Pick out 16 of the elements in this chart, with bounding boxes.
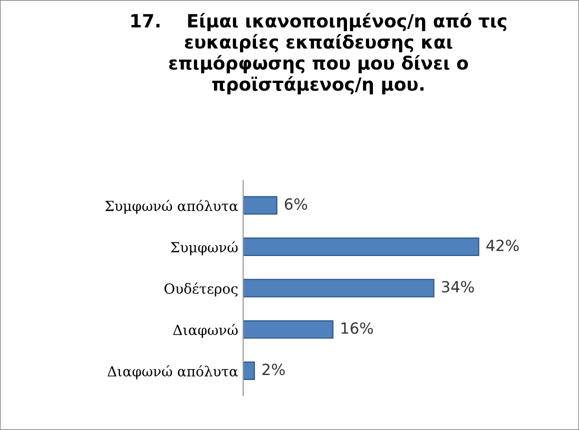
data-label: 16% xyxy=(342,322,373,334)
data-label: 34% xyxy=(442,280,474,293)
bar xyxy=(243,278,434,298)
y-tick-label: Συμφωνώ απόλυτα xyxy=(105,200,238,214)
bar xyxy=(243,320,334,339)
bar xyxy=(243,238,480,256)
chart-title: 17. Είμαι ικανοποιημένος/η από τις ευκαιρίες εκπαίδευσης και επιμόρφωσης που μου δίνει ο προϊστάμενος/η μου. xyxy=(131,12,506,94)
data-label: 42% xyxy=(486,240,519,252)
bar xyxy=(243,362,255,380)
data-label: 6% xyxy=(284,198,308,210)
y-tick-label: Ουδέτερος xyxy=(164,282,238,297)
y-tick-label: Διαφωνώ xyxy=(173,324,238,338)
bar xyxy=(243,196,278,215)
y-tick-label: Διαφωνώ απόλυτα xyxy=(108,365,238,380)
y-tick-label: Συμφωνώ xyxy=(170,241,238,256)
data-label: 2% xyxy=(262,364,285,376)
